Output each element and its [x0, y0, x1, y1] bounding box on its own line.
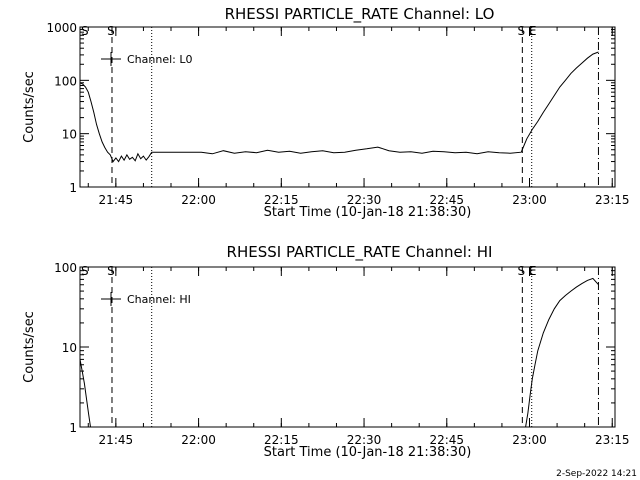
chart-title: RHESSI PARTICLE_RATE Channel: HI [227, 243, 493, 262]
x-axis-label: Start Time (10-Jan-18 21:38:30) [264, 445, 472, 460]
x-tick-label: 22:30 [347, 433, 382, 447]
y-tick-label: 10 [62, 341, 77, 355]
time-marker-label: S [107, 24, 115, 38]
time-marker-label: E [529, 24, 537, 38]
y-tick-label: 100 [54, 74, 77, 88]
y-axis-label: Counts/sec [22, 311, 37, 383]
time-marker-label: E [529, 264, 537, 278]
y-tick-label: 1 [69, 181, 77, 195]
y-tick-label: 1 [69, 421, 77, 435]
y-tick-label: 1000 [46, 21, 77, 35]
time-marker-label: S [107, 264, 115, 278]
y-tick-label: 100 [54, 261, 77, 275]
x-tick-label: 22:00 [181, 433, 216, 447]
x-tick-label: 23:00 [512, 433, 547, 447]
panel-lo: RHESSI PARTICLE_RATE Channel: LO 1 10 100 10… [22, 5, 630, 220]
x-tick-label: 22:45 [429, 193, 464, 207]
series-line-0 [80, 51, 599, 163]
corner-label: S [81, 24, 89, 38]
x-tick-label: 22:00 [181, 193, 216, 207]
time-marker-label: S [518, 24, 526, 38]
x-tick-label: 22:45 [429, 433, 464, 447]
legend-label: Channel: L0 [127, 53, 193, 66]
footer-date: 2-Sep-2022 14:21 [556, 469, 637, 479]
x-tick-label: 23:00 [512, 193, 547, 207]
plot-frame [79, 26, 616, 188]
y-tick-label: 10 [62, 128, 77, 142]
x-tick-label: 23:15 [595, 193, 630, 207]
plot-frame [79, 266, 616, 428]
x-tick-label: 21:45 [99, 193, 134, 207]
time-marker-label: S [518, 264, 526, 278]
series-line-0 [525, 277, 599, 427]
x-tick-label: 21:45 [99, 433, 134, 447]
x-tick-label: 22:30 [347, 193, 382, 207]
x-axis-label: Start Time (10-Jan-18 21:38:30) [264, 205, 472, 220]
chart-title: RHESSI PARTICLE_RATE Channel: LO [225, 5, 495, 24]
corner-label: S [81, 264, 89, 278]
legend-label: Channel: HI [127, 293, 191, 306]
y-axis-label: Counts/sec [22, 71, 37, 143]
series-line-0 [80, 359, 91, 427]
x-tick-label: 23:15 [595, 433, 630, 447]
x-tick-label: 22:15 [264, 193, 299, 207]
panel-hi: RHESSI PARTICLE_RATE Channel: HI 1 10 100 21… [22, 243, 630, 460]
x-tick-label: 22:15 [264, 433, 299, 447]
